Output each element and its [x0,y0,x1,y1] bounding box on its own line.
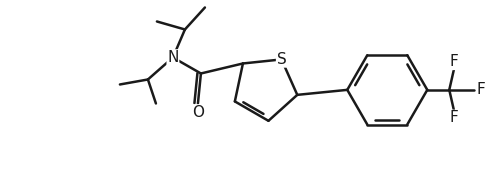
Text: F: F [450,110,458,125]
Text: N: N [167,50,178,65]
Text: S: S [276,52,286,67]
Text: F: F [450,54,458,69]
Text: F: F [477,82,486,97]
Text: O: O [192,105,204,120]
